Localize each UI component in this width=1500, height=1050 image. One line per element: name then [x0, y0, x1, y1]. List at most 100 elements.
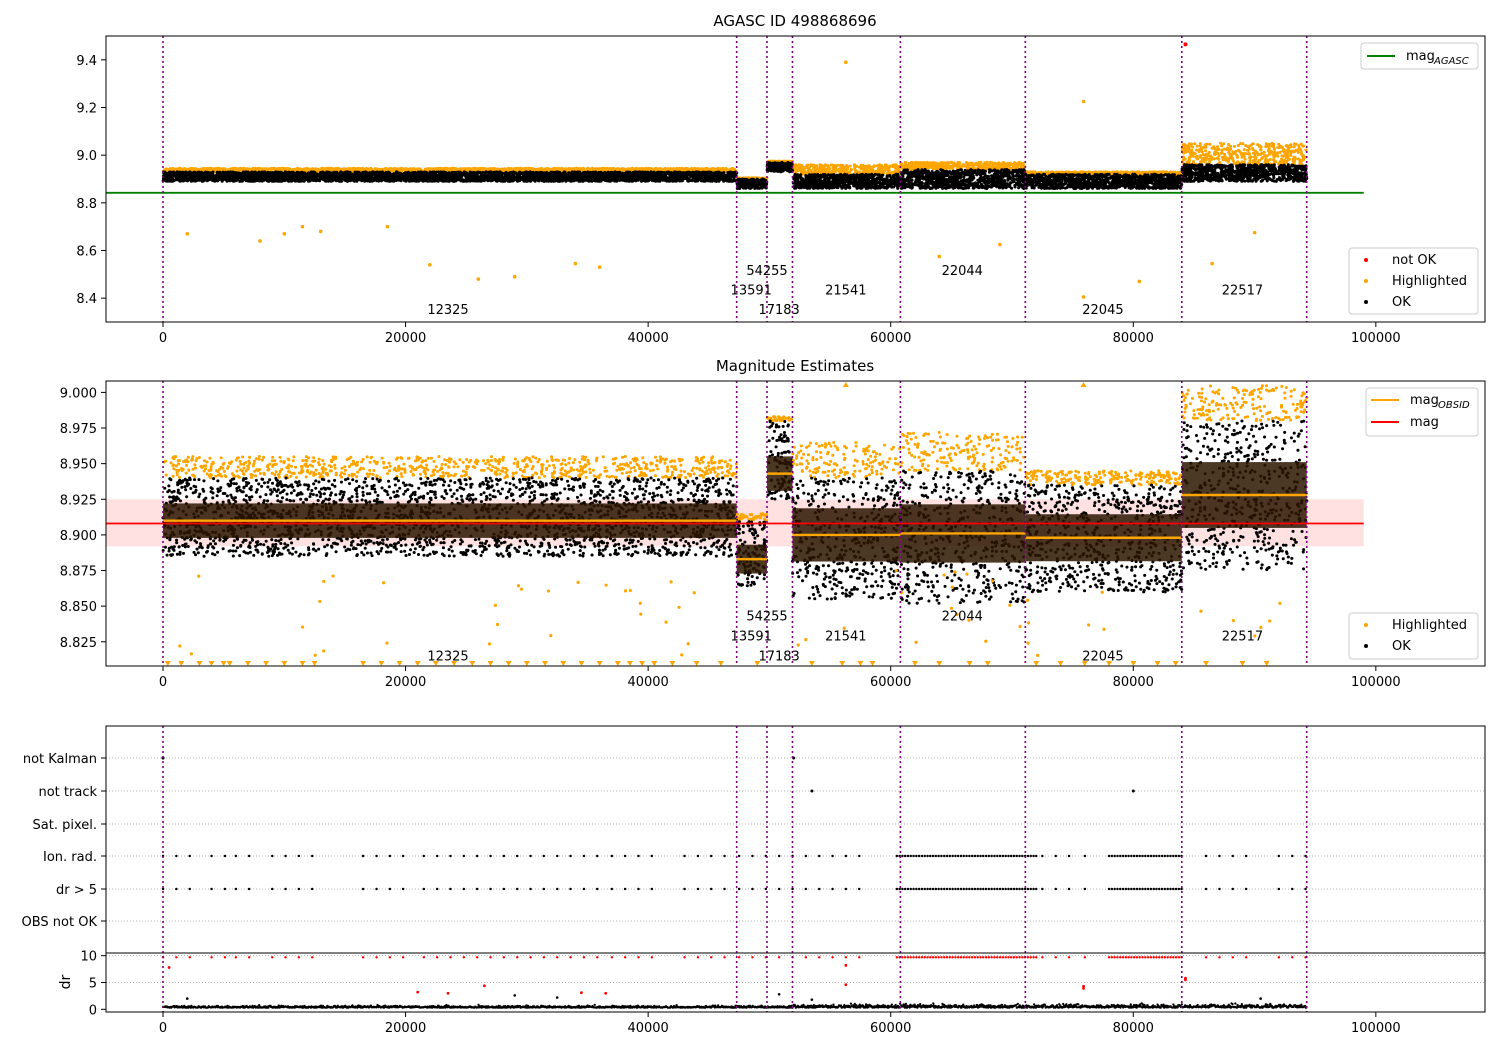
highlighted-outlier [322, 649, 326, 653]
legend-label: OK [1392, 639, 1411, 654]
floor-marker [911, 661, 918, 666]
y-tick-label: 9.4 [76, 54, 97, 69]
category-label: not Kalman [23, 752, 97, 767]
legend-subscript: OBSID [1438, 400, 1470, 411]
y-tick-label: 8.875 [60, 565, 97, 580]
point-cloud [1023, 170, 1184, 176]
obsid-label: 22045 [1082, 303, 1123, 318]
floor-marker [936, 661, 943, 666]
y-tick-label: 8.850 [60, 600, 97, 615]
highlighted-outlier [949, 606, 954, 611]
point-cloud [1180, 163, 1309, 183]
dr-point-run [735, 1004, 794, 1009]
obsid-label: 22517 [1222, 284, 1263, 299]
dr-black-point [185, 997, 189, 1000]
highlighted-outlier [301, 625, 305, 629]
dr-black-point [777, 993, 781, 996]
point-cloud [1024, 469, 1182, 487]
point-cloud [1180, 141, 1308, 167]
obsid-label: 22044 [942, 264, 983, 279]
y-tick-label: 8.825 [60, 636, 97, 651]
highlighted-outlier [686, 642, 690, 646]
panel1-line-legend: mag AGASC [1360, 42, 1479, 70]
highlighted-point [1252, 230, 1257, 235]
highlighted-outlier [1026, 621, 1031, 625]
dr-black-point [513, 994, 517, 997]
floor-marker [196, 661, 203, 666]
highlighted-point [282, 232, 287, 236]
agasc-magnitude-panel: AGASC ID 498868696 12325 13591 54255 17183 2… [76, 12, 1486, 346]
floor-marker [469, 661, 476, 666]
highlighted-point [512, 274, 517, 279]
highlighted-outlier [1268, 619, 1272, 623]
x-tick-label: 60000 [870, 675, 911, 690]
x-tick-label: 0 [159, 331, 167, 346]
floor-marker [1033, 661, 1040, 666]
point-cloud [791, 441, 902, 480]
highlighted-outlier [331, 574, 335, 578]
y-tick-label: 9.0 [76, 149, 97, 164]
floor-marker [311, 661, 318, 666]
panel3-frame [105, 725, 1486, 1013]
panel3-x-ticks: 0 20000 40000 60000 80000 100000 [159, 1012, 1401, 1036]
dr-point-run [1180, 1002, 1308, 1009]
panel1-point-legend: not OK Highlighted OK [1348, 247, 1479, 315]
floor-marker [693, 661, 700, 666]
x-tick-label: 100000 [1351, 331, 1401, 346]
obsid-label: 21541 [825, 629, 866, 644]
floor-marker [639, 661, 646, 666]
highlighted-outlier [692, 591, 696, 595]
legend-point-swatch [1364, 623, 1368, 627]
obsid-label: 12325 [427, 649, 468, 664]
panel1-y-ticks: 8.4 8.6 8.8 9.0 9.2 9.4 [76, 54, 106, 307]
highlighted-outlier [842, 626, 846, 630]
floor-marker [578, 661, 585, 666]
dr-red-point [844, 963, 848, 967]
highlighted-point [476, 277, 481, 281]
x-tick-label: 40000 [627, 331, 668, 346]
highlighted-outlier [984, 639, 988, 643]
x-tick-label: 60000 [870, 1021, 911, 1036]
highlighted-outlier [664, 620, 668, 624]
highlighted-outlier [990, 579, 995, 583]
x-tick-label: 20000 [385, 675, 426, 690]
point-cloud [735, 512, 769, 522]
floor-marker [208, 661, 215, 666]
highlighted-outlier [804, 638, 808, 642]
obsid-label: 17183 [758, 303, 799, 318]
x-tick-label: 20000 [385, 331, 426, 346]
point-cloud [765, 160, 795, 174]
legend-label: OK [1392, 295, 1411, 310]
highlighted-point [844, 60, 848, 65]
magnitude-estimates-panel: Magnitude Estimates 12325 13591 54255 17183… [60, 357, 1486, 690]
panel2-frame [105, 380, 1486, 667]
x-tick-label: 80000 [1113, 331, 1154, 346]
panel1-x-ticks: 0 20000 40000 60000 80000 100000 [159, 322, 1401, 346]
obsid-label: 22517 [1222, 629, 1263, 644]
highlighted-outlier [1231, 618, 1235, 623]
floor-marker [1239, 661, 1246, 666]
floor-marker [717, 661, 724, 666]
point-cloud [791, 172, 902, 190]
floor-marker [839, 661, 846, 666]
dr-tick-label: 10 [80, 950, 97, 965]
highlighted-outlier [493, 603, 498, 607]
panel1-plot-area: 12325 13591 54255 17183 21541 22044 22045 22517 [106, 36, 1364, 322]
highlighted-point [318, 229, 323, 234]
legend-box [1348, 612, 1479, 660]
y-tick-label: 8.950 [60, 458, 97, 473]
highlighted-outlier [1025, 598, 1030, 602]
obsid-label: 13591 [731, 629, 772, 644]
category-label: Sat. pixel. [33, 818, 97, 833]
highlighted-point [385, 224, 390, 229]
x-tick-label: 20000 [385, 1021, 426, 1036]
flag-point [1131, 789, 1135, 793]
floor-marker [1172, 661, 1179, 666]
panel2-x-ticks: 0 20000 40000 60000 80000 100000 [159, 666, 1401, 690]
dr-red-point [604, 991, 608, 995]
dr-tick-label: 5 [89, 977, 97, 992]
legend-label: mag [1410, 393, 1439, 408]
highlighted-point [300, 224, 305, 229]
highlighted-outlier [178, 644, 182, 648]
